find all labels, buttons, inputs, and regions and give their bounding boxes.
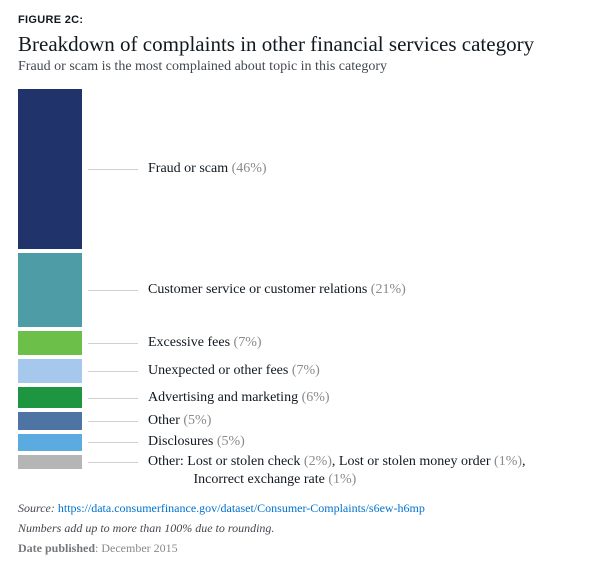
chart-title: Breakdown of complaints in other financi…: [18, 32, 595, 57]
leader-line: [88, 343, 138, 344]
leader-line: [88, 442, 138, 443]
bar-segment: [18, 331, 82, 355]
source-link[interactable]: https://data.consumerfinance.gov/dataset…: [58, 501, 425, 515]
date-published-value: : December 2015: [95, 541, 178, 555]
chart-subtitle: Fraud or scam is the most complained abo…: [18, 59, 595, 75]
leader-line: [88, 290, 138, 291]
leader-line: [88, 169, 138, 170]
bar-segment: [18, 253, 82, 326]
bar-segment: [18, 387, 82, 408]
bar-segment: [18, 359, 82, 383]
date-published: Date published: December 2015: [18, 539, 595, 557]
segment-label: Customer service or customer relations (…: [148, 281, 406, 299]
segment-label: Unexpected or other fees (7%): [148, 362, 320, 380]
figure-label: FIGURE 2C:: [18, 14, 595, 26]
chart-footer: Source: https://data.consumerfinance.gov…: [18, 499, 595, 557]
segment-label: Advertising and marketing (6%): [148, 389, 330, 407]
source-label: Source:: [18, 501, 55, 515]
leader-line: [88, 398, 138, 399]
leader-line: [88, 371, 138, 372]
bar-segment: [18, 412, 82, 429]
bar-segment: [18, 455, 82, 469]
leader-line: [88, 421, 138, 422]
segment-label: Disclosures (5%): [148, 433, 245, 451]
segment-label: Fraud or scam (46%): [148, 160, 267, 178]
date-published-label: Date published: [18, 541, 95, 555]
stacked-bar-chart: Fraud or scam (46%) Customer service or c…: [18, 89, 595, 489]
bar-segment: [18, 89, 82, 249]
leader-line: [88, 462, 138, 463]
segment-label: Other (5%): [148, 412, 211, 430]
segment-label: Excessive fees (7%): [148, 334, 262, 352]
segment-label: Incorrect exchange rate (1%): [148, 471, 356, 489]
bar-segment: [18, 434, 82, 451]
source-line: Source: https://data.consumerfinance.gov…: [18, 499, 595, 517]
rounding-note: Numbers add up to more than 100% due to …: [18, 519, 595, 537]
segment-label: Other: Lost or stolen check (2%), Lost o…: [148, 453, 526, 471]
